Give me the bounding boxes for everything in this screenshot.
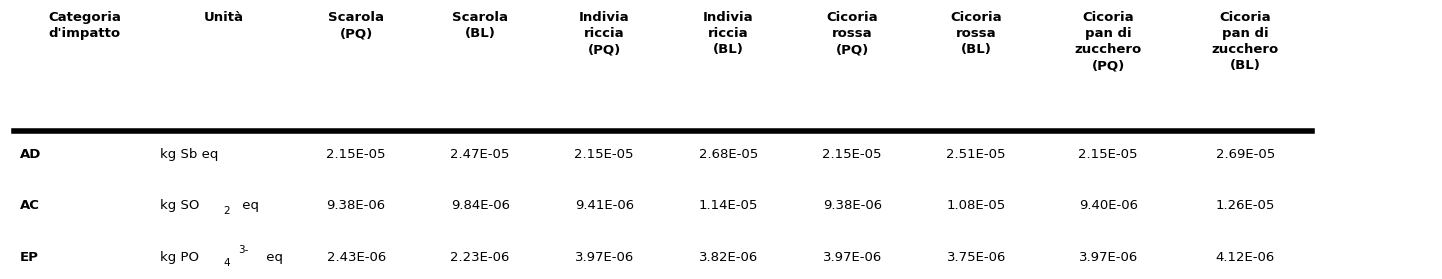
Text: 1.14E-05: 1.14E-05 — [698, 199, 758, 213]
Text: 9.38E-06: 9.38E-06 — [822, 199, 883, 213]
Text: 2.51E-05: 2.51E-05 — [946, 148, 1007, 161]
Text: 2.15E-05: 2.15E-05 — [574, 148, 634, 161]
Text: 2: 2 — [224, 206, 231, 217]
Text: 2.68E-05: 2.68E-05 — [698, 148, 758, 161]
Text: 9.84E-06: 9.84E-06 — [451, 199, 509, 213]
Text: kg PO: kg PO — [160, 251, 199, 264]
Text: EP: EP — [20, 251, 39, 264]
Text: kg Sb eq: kg Sb eq — [160, 148, 218, 161]
Text: 1.26E-05: 1.26E-05 — [1216, 199, 1275, 213]
Text: Cicoria
pan di
zucchero
(BL): Cicoria pan di zucchero (BL) — [1211, 11, 1279, 72]
Text: Categoria
d'impatto: Categoria d'impatto — [48, 11, 121, 40]
Text: 3.97E-06: 3.97E-06 — [822, 251, 883, 264]
Text: kg SO: kg SO — [160, 199, 199, 213]
Text: Scarola
(PQ): Scarola (PQ) — [329, 11, 384, 40]
Text: 2.15E-05: 2.15E-05 — [1079, 148, 1138, 161]
Text: 1.08E-05: 1.08E-05 — [946, 199, 1007, 213]
Text: 9.38E-06: 9.38E-06 — [326, 199, 386, 213]
Text: Scarola
(BL): Scarola (BL) — [453, 11, 508, 40]
Text: 2.23E-06: 2.23E-06 — [450, 251, 510, 264]
Text: 3.97E-06: 3.97E-06 — [574, 251, 634, 264]
Text: 2.43E-06: 2.43E-06 — [326, 251, 386, 264]
Text: Cicoria
rossa
(PQ): Cicoria rossa (PQ) — [826, 11, 878, 56]
Text: eq: eq — [238, 199, 260, 213]
Text: 3.82E-06: 3.82E-06 — [698, 251, 758, 264]
Text: Indivia
riccia
(BL): Indivia riccia (BL) — [702, 11, 754, 56]
Text: eq: eq — [262, 251, 284, 264]
Text: Unità: Unità — [205, 11, 244, 24]
Text: 4: 4 — [224, 258, 231, 268]
Text: Cicoria
rossa
(BL): Cicoria rossa (BL) — [950, 11, 1002, 56]
Text: 9.40E-06: 9.40E-06 — [1079, 199, 1138, 213]
Text: AC: AC — [20, 199, 40, 213]
Text: Indivia
riccia
(PQ): Indivia riccia (PQ) — [578, 11, 630, 56]
Text: 4.12E-06: 4.12E-06 — [1216, 251, 1275, 264]
Text: 2.15E-05: 2.15E-05 — [822, 148, 883, 161]
Text: 3-: 3- — [238, 245, 248, 255]
Text: AD: AD — [20, 148, 42, 161]
Text: 9.41E-06: 9.41E-06 — [574, 199, 634, 213]
Text: 2.47E-05: 2.47E-05 — [450, 148, 510, 161]
Text: 2.15E-05: 2.15E-05 — [326, 148, 386, 161]
Text: 3.97E-06: 3.97E-06 — [1079, 251, 1138, 264]
Text: 2.69E-05: 2.69E-05 — [1216, 148, 1275, 161]
Text: Cicoria
pan di
zucchero
(PQ): Cicoria pan di zucchero (PQ) — [1074, 11, 1142, 72]
Text: 3.75E-06: 3.75E-06 — [946, 251, 1007, 264]
